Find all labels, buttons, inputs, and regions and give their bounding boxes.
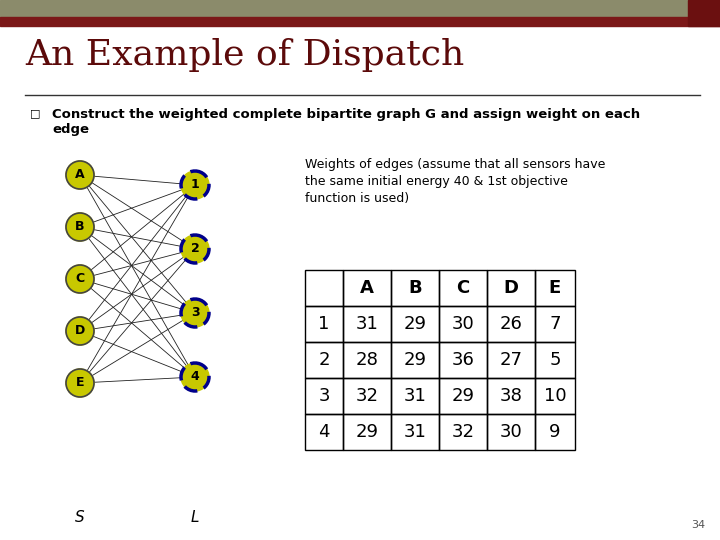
Text: 7: 7	[549, 315, 561, 333]
Text: 3: 3	[191, 307, 199, 320]
Text: B: B	[408, 279, 422, 297]
Circle shape	[181, 299, 209, 327]
Text: 32: 32	[356, 387, 379, 405]
Text: Construct the weighted complete bipartite graph G and assign weight on each: Construct the weighted complete bipartit…	[52, 108, 640, 121]
Text: 4: 4	[318, 423, 330, 441]
Bar	[343, 342, 391, 378]
Bar	[343, 414, 391, 450]
Text: D: D	[75, 325, 85, 338]
Circle shape	[181, 363, 209, 391]
Text: □: □	[30, 108, 40, 118]
Text: Weights of edges (assume that all sensors have
the same initial energy 40 & 1st : Weights of edges (assume that all sensor…	[305, 158, 606, 205]
Circle shape	[181, 171, 209, 199]
Text: 2: 2	[318, 351, 330, 369]
Bar	[439, 306, 487, 342]
Bar	[305, 270, 343, 306]
Bar	[343, 306, 391, 342]
Bar	[391, 306, 439, 342]
Bar	[487, 270, 535, 306]
Circle shape	[66, 317, 94, 345]
Text: edge: edge	[52, 123, 89, 136]
Bar	[535, 270, 575, 306]
Circle shape	[66, 369, 94, 397]
Text: 29: 29	[403, 315, 426, 333]
Text: D: D	[503, 279, 518, 297]
Bar	[0, 17, 720, 26]
Bar	[305, 378, 343, 414]
Bar	[487, 342, 535, 378]
Bar	[487, 414, 535, 450]
Text: A: A	[75, 168, 85, 181]
Text: 5: 5	[549, 351, 561, 369]
Bar	[0, 0, 720, 17]
Text: 30: 30	[451, 315, 474, 333]
Circle shape	[66, 265, 94, 293]
Text: 38: 38	[500, 387, 523, 405]
Text: E: E	[76, 376, 84, 389]
Bar	[487, 306, 535, 342]
Text: 28: 28	[356, 351, 379, 369]
Text: C: C	[456, 279, 469, 297]
Bar	[535, 414, 575, 450]
Text: 36: 36	[451, 351, 474, 369]
Text: 26: 26	[500, 315, 523, 333]
Text: 3: 3	[318, 387, 330, 405]
Text: 32: 32	[451, 423, 474, 441]
Bar	[688, 0, 720, 26]
Text: 31: 31	[404, 423, 426, 441]
Bar	[487, 378, 535, 414]
Bar	[305, 342, 343, 378]
Text: 31: 31	[404, 387, 426, 405]
Text: L: L	[191, 510, 199, 525]
Bar	[391, 414, 439, 450]
Text: 9: 9	[549, 423, 561, 441]
Bar	[439, 342, 487, 378]
Bar	[535, 342, 575, 378]
Text: 27: 27	[500, 351, 523, 369]
Text: 4: 4	[191, 370, 199, 383]
Text: 10: 10	[544, 387, 567, 405]
Text: B: B	[76, 220, 85, 233]
Bar	[439, 414, 487, 450]
Circle shape	[66, 213, 94, 241]
Bar	[535, 378, 575, 414]
Bar	[305, 414, 343, 450]
Text: S: S	[75, 510, 85, 525]
Text: 2: 2	[191, 242, 199, 255]
Bar	[439, 378, 487, 414]
Bar	[439, 270, 487, 306]
Text: An Example of Dispatch: An Example of Dispatch	[25, 38, 464, 72]
Text: 1: 1	[318, 315, 330, 333]
Text: 29: 29	[356, 423, 379, 441]
Bar	[391, 270, 439, 306]
Text: 29: 29	[451, 387, 474, 405]
Bar	[535, 306, 575, 342]
Text: 31: 31	[356, 315, 379, 333]
Text: 34: 34	[691, 520, 705, 530]
Circle shape	[181, 235, 209, 263]
Text: E: E	[549, 279, 561, 297]
Bar	[343, 270, 391, 306]
Bar	[305, 306, 343, 342]
Circle shape	[66, 161, 94, 189]
Text: A: A	[360, 279, 374, 297]
Bar	[343, 378, 391, 414]
Bar	[391, 378, 439, 414]
Text: 29: 29	[403, 351, 426, 369]
Text: 30: 30	[500, 423, 523, 441]
Text: C: C	[76, 273, 84, 286]
Text: 1: 1	[191, 179, 199, 192]
Bar	[391, 342, 439, 378]
